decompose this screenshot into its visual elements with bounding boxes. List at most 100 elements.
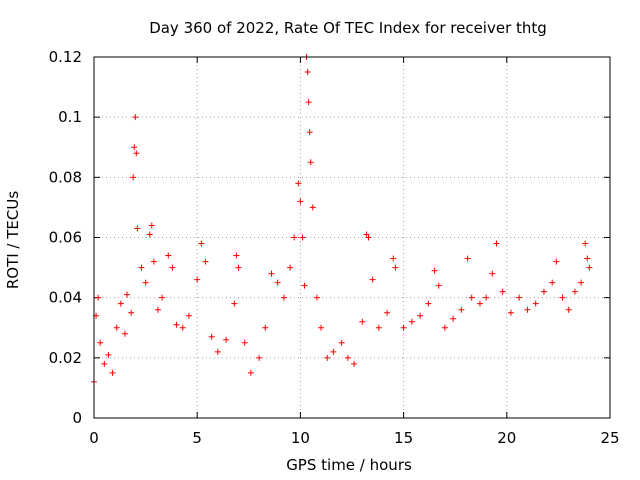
- axis-ticks: 0 5 10 15 20 25 0 0.02 0.04 0.06 0.08 0.1 0.12: [49, 48, 620, 447]
- data-point: [516, 294, 523, 301]
- data-point: [132, 114, 139, 121]
- data-point: [431, 267, 438, 274]
- data-point: [390, 255, 397, 262]
- data-point: [247, 369, 254, 376]
- data-point: [233, 252, 240, 259]
- data-point: [299, 234, 306, 241]
- data-point: [507, 309, 514, 316]
- data-point: [392, 264, 399, 271]
- data-point: [148, 222, 155, 229]
- data-point: [214, 348, 221, 355]
- data-point: [493, 240, 500, 247]
- data-point: [435, 282, 442, 289]
- data-point: [375, 324, 382, 331]
- data-point: [198, 240, 205, 247]
- data-point: [185, 312, 192, 319]
- data-point: [113, 324, 120, 331]
- x-axis-label: GPS time / hours: [286, 456, 412, 474]
- data-point: [165, 252, 172, 259]
- data-point: [309, 204, 316, 211]
- chart-title: Day 360 of 2022, Rate Of TEC Index for r…: [149, 19, 547, 37]
- data-point: [241, 339, 248, 346]
- data-point: [586, 264, 593, 271]
- y-axis-label: ROTI / TECUs: [4, 191, 22, 289]
- y-tick-label: 0.08: [49, 168, 82, 186]
- data-point: [150, 258, 157, 265]
- data-point: [124, 291, 131, 298]
- data-point: [134, 225, 141, 232]
- data-point: [330, 348, 337, 355]
- data-point: [359, 318, 366, 325]
- data-point: [142, 279, 149, 286]
- data-point: [262, 324, 269, 331]
- data-point: [235, 264, 242, 271]
- data-point: [578, 279, 585, 286]
- data-point: [304, 69, 311, 76]
- data-point: [425, 300, 432, 307]
- data-point: [179, 324, 186, 331]
- data-point: [287, 264, 294, 271]
- data-point: [553, 258, 560, 265]
- grid-lines: [94, 57, 610, 418]
- data-point: [344, 354, 351, 361]
- data-point: [369, 276, 376, 283]
- data-point: [532, 300, 539, 307]
- data-point: [231, 300, 238, 307]
- x-tick-label: 0: [89, 429, 99, 447]
- plot-frame: [93, 56, 611, 419]
- data-point: [305, 99, 312, 106]
- data-point: [274, 279, 281, 286]
- data-point: [571, 288, 578, 295]
- data-point: [549, 279, 556, 286]
- data-point: [105, 351, 112, 358]
- data-point: [154, 306, 161, 313]
- data-point: [307, 159, 314, 166]
- data-point: [582, 240, 589, 247]
- data-point: [95, 294, 102, 301]
- data-point: [584, 255, 591, 262]
- data-point: [133, 150, 140, 157]
- data-point: [450, 315, 457, 322]
- data-point: [131, 144, 138, 151]
- data-point: [400, 324, 407, 331]
- data-point: [524, 306, 531, 313]
- data-point: [458, 306, 465, 313]
- data-point: [338, 339, 345, 346]
- data-point: [324, 354, 331, 361]
- data-point: [441, 324, 448, 331]
- y-tick-label: 0.04: [49, 289, 82, 307]
- data-point: [291, 234, 298, 241]
- data-point: [476, 300, 483, 307]
- data-point: [365, 234, 372, 241]
- data-point: [128, 309, 135, 316]
- data-point: [202, 258, 209, 265]
- x-tick-label: 20: [497, 429, 516, 447]
- x-tick-label: 25: [600, 429, 619, 447]
- y-tick-label: 0: [72, 409, 82, 427]
- data-point: [101, 360, 108, 367]
- data-point: [363, 231, 370, 238]
- data-point: [194, 276, 201, 283]
- data-point: [109, 369, 116, 376]
- data-point: [280, 294, 287, 301]
- data-point: [146, 231, 153, 238]
- data-point: [295, 180, 302, 187]
- data-point: [351, 360, 358, 367]
- data-point: [138, 264, 145, 271]
- data-point: [417, 312, 424, 319]
- data-point: [208, 333, 215, 340]
- data-point: [489, 270, 496, 277]
- data-point: [121, 330, 128, 337]
- x-tick-label: 10: [291, 429, 310, 447]
- data-point: [313, 294, 320, 301]
- y-tick-label: 0.06: [49, 229, 82, 247]
- data-point: [301, 282, 308, 289]
- data-point: [565, 306, 572, 313]
- data-points: [91, 54, 593, 385]
- data-point: [468, 294, 475, 301]
- data-point: [540, 288, 547, 295]
- data-point: [256, 354, 263, 361]
- data-point: [464, 255, 471, 262]
- data-point: [169, 264, 176, 271]
